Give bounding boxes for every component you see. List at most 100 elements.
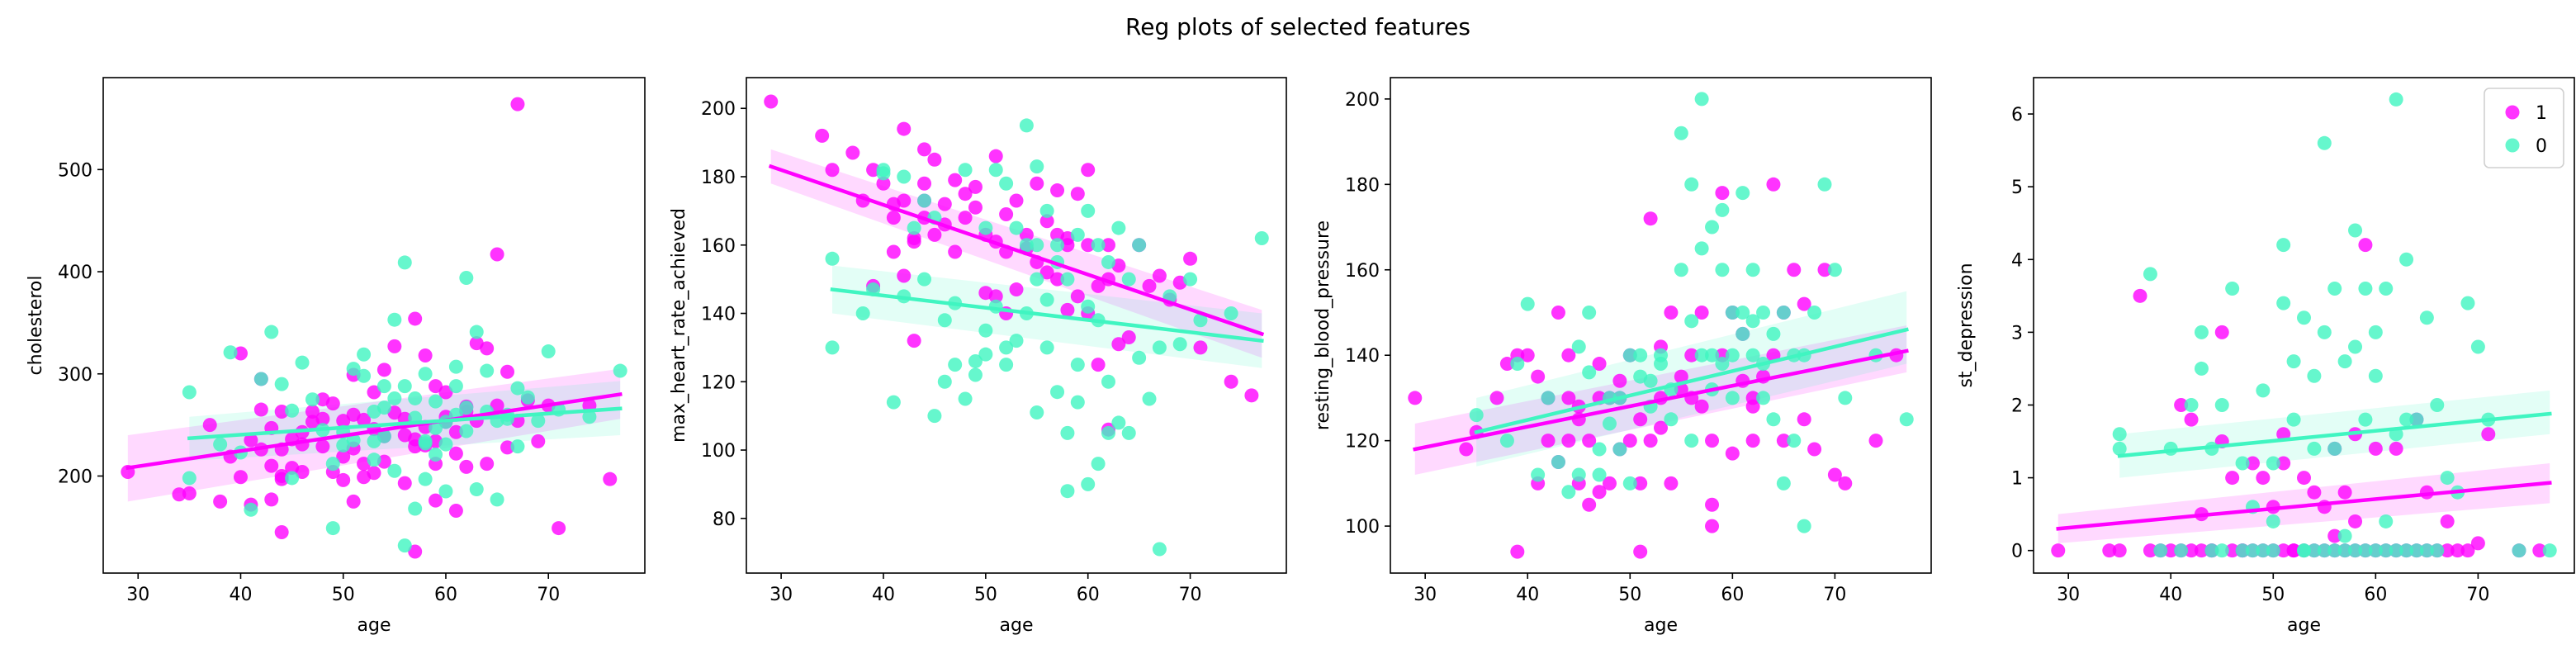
data-point-1 [1081, 163, 1096, 178]
data-point-0 [541, 344, 556, 359]
data-point-1 [1633, 544, 1648, 559]
x-tick-label: 50 [1618, 585, 1641, 605]
data-point-1 [927, 227, 942, 242]
data-point-1 [531, 434, 546, 448]
data-point-0 [1735, 326, 1750, 341]
data-point-0 [1745, 314, 1760, 329]
data-point-0 [2256, 543, 2271, 558]
data-point-1 [1009, 193, 1024, 208]
data-point-0 [1469, 408, 1484, 423]
data-point-1 [886, 211, 901, 225]
data-point-0 [2430, 397, 2445, 412]
data-point-1 [1633, 476, 1648, 490]
data-point-0 [1101, 425, 1115, 440]
data-point-1 [172, 487, 187, 502]
data-point-1 [968, 179, 983, 194]
data-point-0 [1592, 467, 1607, 482]
data-point-1 [1193, 340, 1208, 355]
data-point-0 [1592, 442, 1607, 457]
axes-frame [1390, 77, 1932, 574]
regression-line-1 [2056, 481, 2552, 531]
y-tick-label: 3 [2011, 323, 2023, 344]
data-point-1 [480, 341, 495, 356]
y-tick-label: 500 [58, 160, 92, 181]
data-point-1 [233, 346, 248, 361]
data-point-1 [1745, 434, 1760, 448]
data-point-0 [346, 362, 361, 377]
data-point-1 [1705, 519, 1720, 533]
data-point-0 [1142, 391, 1157, 406]
regression-line-0 [2117, 411, 2552, 458]
data-point-1 [2276, 456, 2291, 471]
data-point-0 [1091, 238, 1106, 253]
regression-line-1 [1413, 348, 1909, 452]
subplot-2: 30 40 50 60 70 80 100 120 140 160 180 200 age max_hea… [669, 77, 1287, 636]
data-point-1 [1664, 476, 1679, 490]
data-point-0 [2419, 543, 2434, 558]
data-point-1 [2276, 427, 2291, 442]
data-point-1 [1561, 391, 1576, 405]
data-point-1 [1694, 399, 1709, 414]
data-point-0 [2184, 397, 2199, 412]
x-tick-label: 30 [769, 585, 793, 605]
data-point-0 [510, 381, 525, 396]
data-point-0 [1121, 425, 1136, 440]
data-point-0 [1081, 299, 1096, 314]
data-point-0 [2337, 543, 2352, 558]
data-point-0 [2419, 310, 2434, 325]
data-point-1 [2451, 543, 2465, 558]
data-point-0 [480, 363, 495, 378]
data-point-0 [1612, 442, 1627, 457]
data-point-0 [1070, 227, 1085, 242]
data-point-0 [917, 272, 932, 287]
data-point-1 [988, 149, 1003, 164]
data-point-1 [1091, 278, 1106, 293]
data-point-0 [2379, 543, 2394, 558]
data-point-0 [1254, 230, 1269, 245]
data-point-1 [1541, 434, 1556, 448]
data-point-0 [1132, 350, 1147, 365]
data-point-0 [1183, 272, 1198, 287]
data-point-0 [1725, 391, 1740, 405]
data-point-0 [2307, 368, 2322, 383]
data-point-1 [897, 193, 912, 208]
data-point-0 [2297, 310, 2311, 325]
x-tick-label: 70 [1179, 585, 1202, 605]
data-point-0 [999, 176, 1014, 191]
data-point-1 [2214, 325, 2229, 339]
data-point-0 [1776, 476, 1791, 490]
data-point-1 [2481, 427, 2496, 442]
y-tick-label: 100 [1345, 517, 1380, 538]
axes-frame [2033, 77, 2575, 574]
data-point-0 [1797, 519, 1811, 533]
data-point-1 [1797, 296, 1811, 311]
data-point-0 [429, 447, 443, 462]
x-tick-label: 60 [1077, 585, 1100, 605]
data-point-0 [978, 220, 993, 235]
data-point-0 [958, 163, 973, 178]
data-point-0 [357, 347, 372, 362]
data-point-1 [1060, 238, 1075, 253]
x-tick-label: 40 [1516, 585, 1539, 605]
data-point-0 [1039, 292, 1054, 307]
data-point-1 [1612, 373, 1627, 388]
data-point-0 [1571, 339, 1586, 354]
data-point-1 [429, 493, 443, 508]
data-point-0 [1091, 457, 1106, 472]
data-point-0 [1009, 220, 1024, 235]
data-point-0 [2512, 543, 2526, 558]
data-point-1 [1582, 497, 1597, 512]
data-point-0 [958, 391, 973, 406]
data-point-1 [510, 97, 525, 111]
data-point-0 [1039, 203, 1054, 218]
data-point-0 [1152, 542, 1167, 557]
data-point-1 [1715, 186, 1730, 201]
data-point-1 [438, 385, 453, 400]
data-point-1 [274, 405, 289, 419]
data-point-1 [2337, 485, 2352, 500]
data-point-0 [325, 457, 340, 472]
data-point-0 [876, 163, 891, 178]
data-point-0 [1766, 326, 1781, 341]
data-point-1 [2358, 238, 2373, 253]
data-point-0 [2327, 441, 2342, 456]
